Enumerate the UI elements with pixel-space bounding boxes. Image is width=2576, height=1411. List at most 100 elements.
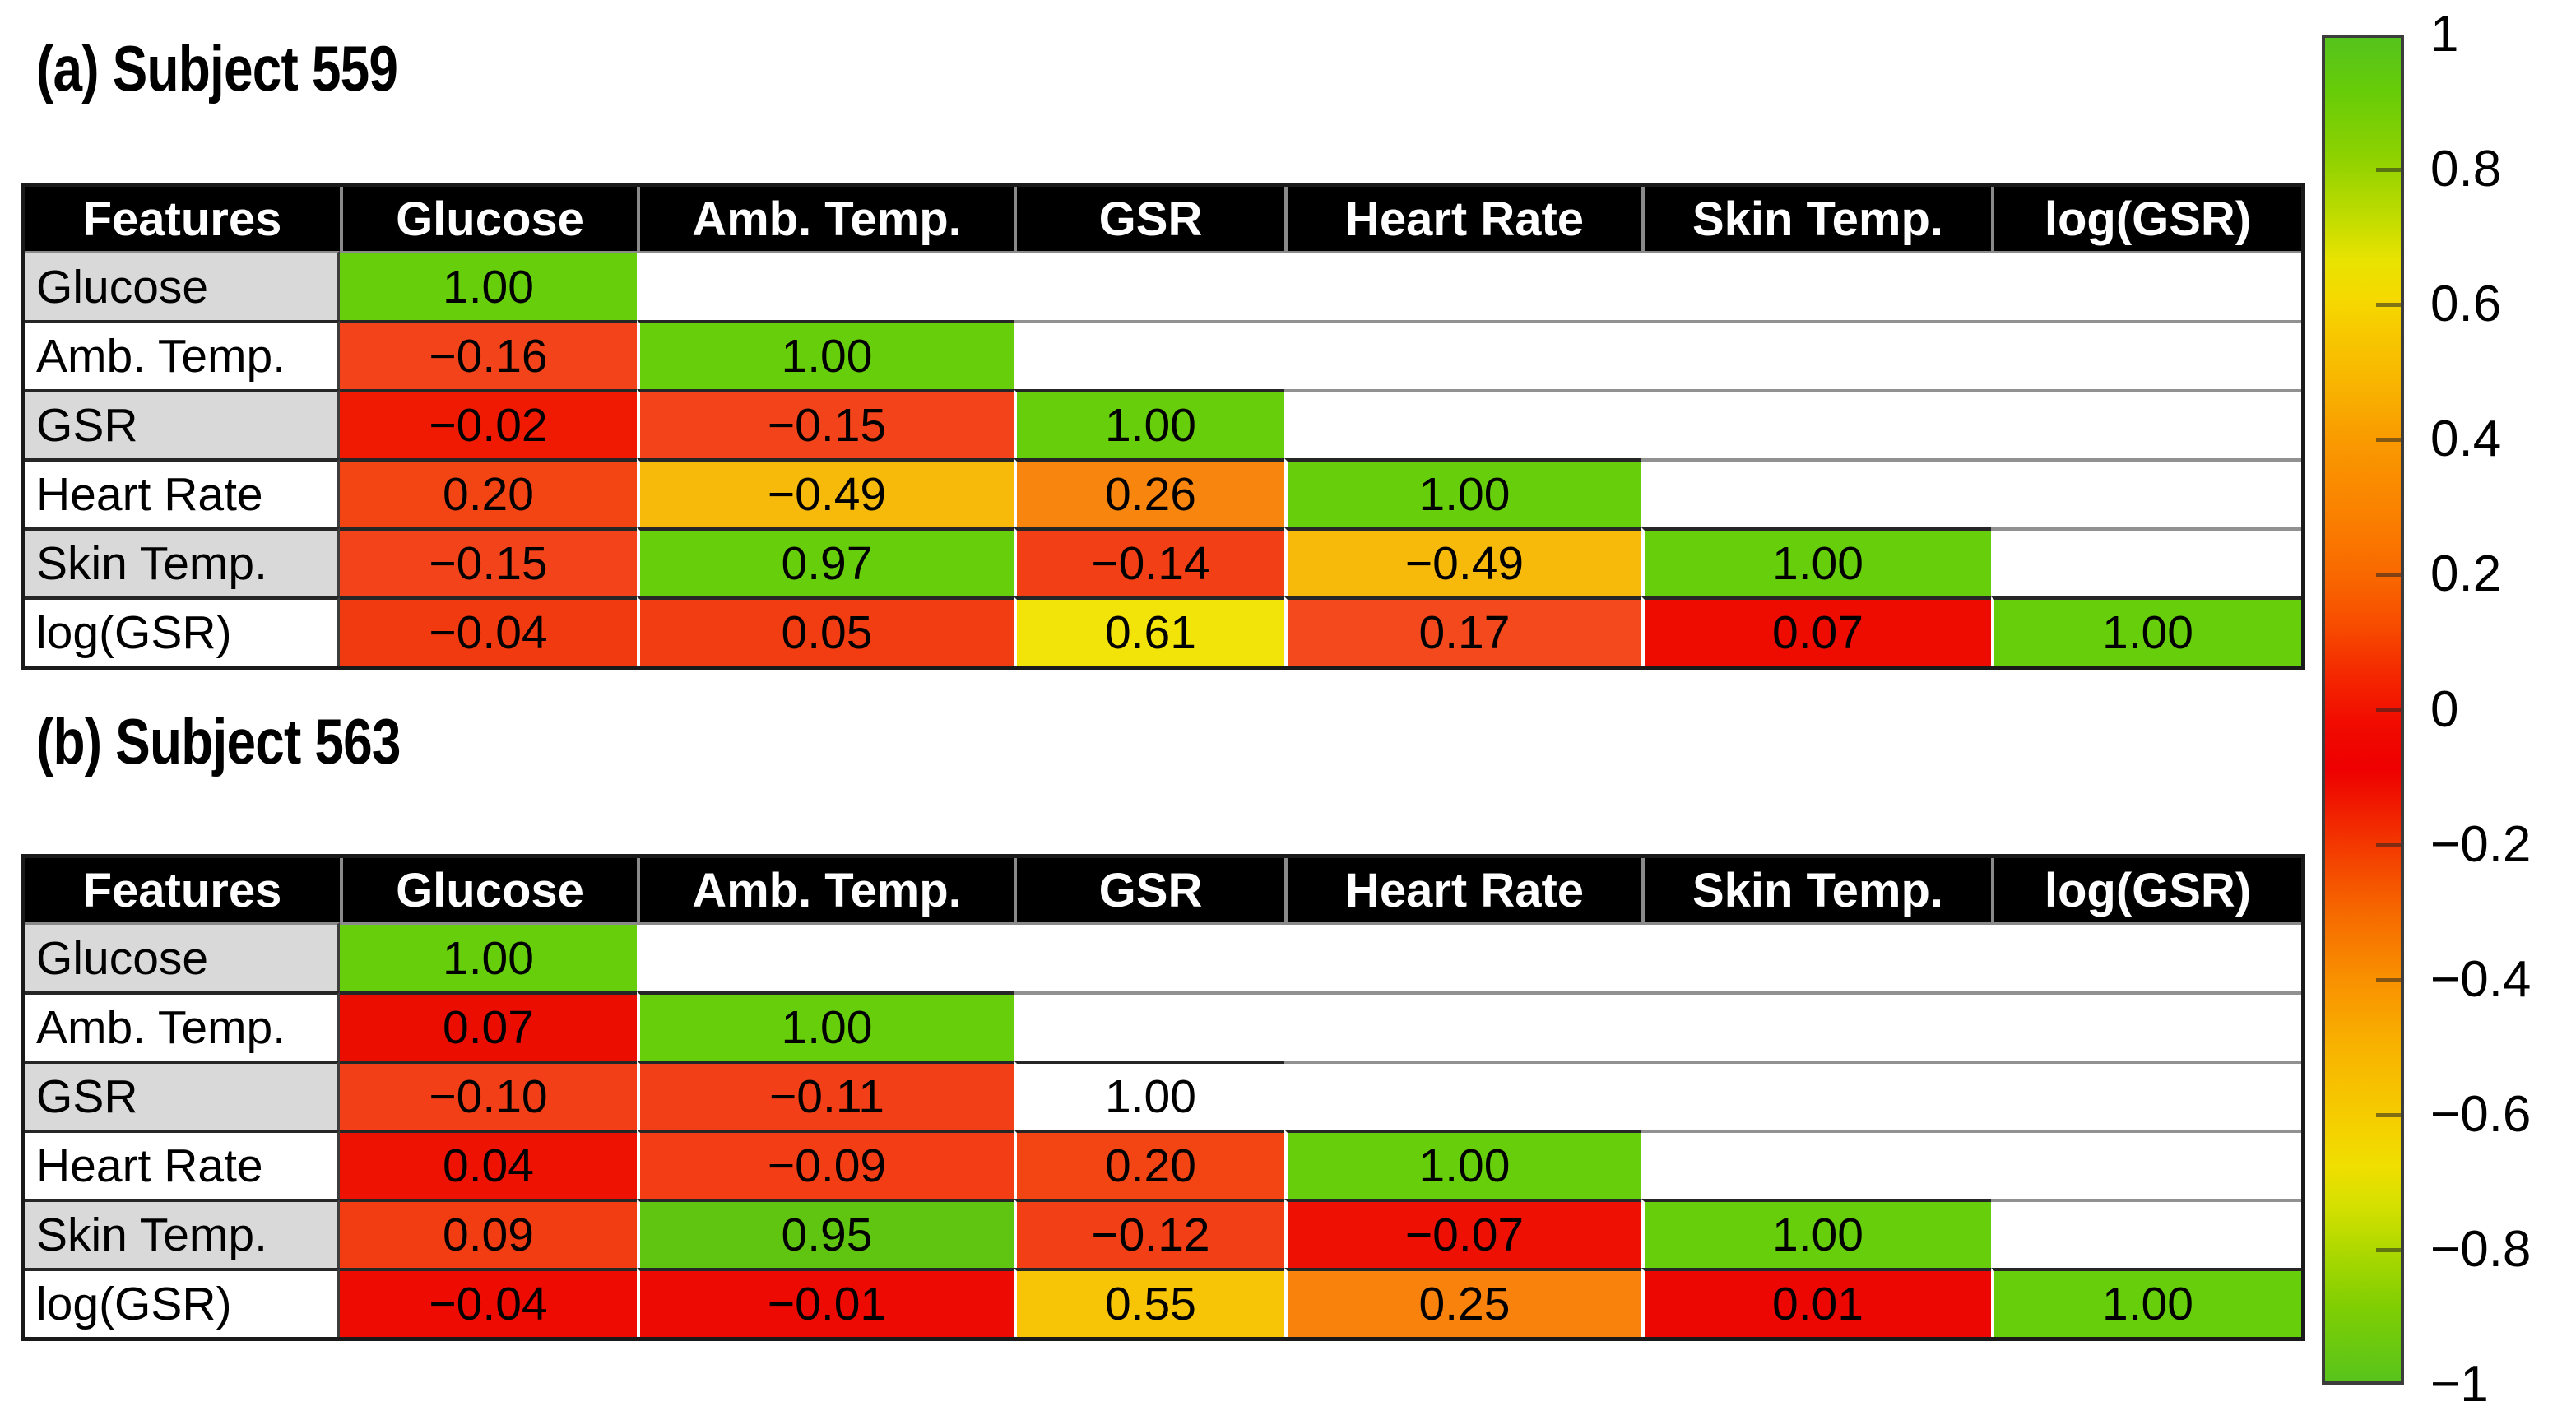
correlation-cell: −0.04 [340,596,637,666]
empty-cell [1991,320,2301,389]
correlation-cell: 1.00 [1641,1199,1991,1268]
panel-a-title: (a) Subject 559 [36,32,398,104]
table-row: GSR −0.02 −0.15 1.00 [25,389,2301,458]
row-label: Amb. Temp. [25,991,340,1061]
correlation-cell: 0.07 [340,991,637,1061]
row-label: Heart Rate [25,458,340,527]
colorbar [2322,35,2404,1385]
correlation-cell: −0.14 [1014,527,1284,596]
correlation-cell: −0.10 [340,1061,637,1130]
table-row: Skin Temp. −0.15 0.97 −0.14 −0.49 1.00 [25,527,2301,596]
row-label: Heart Rate [25,1130,340,1199]
empty-cell [1284,991,1641,1061]
table-row: Skin Temp. 0.09 0.95 −0.12 −0.07 1.00 [25,1199,2301,1268]
correlation-cell: 0.61 [1014,596,1284,666]
column-header-amb-temp-: Amb. Temp. [637,187,1014,251]
empty-cell [1284,251,1641,320]
table-row: Heart Rate 0.04 −0.09 0.20 1.00 [25,1130,2301,1199]
colorbar-tick-label: −1 [2430,1356,2489,1411]
colorbar-tick-label: −0.2 [2430,816,2532,873]
correlation-cell: −0.04 [340,1268,637,1337]
correlation-cell: −0.49 [1284,527,1641,596]
empty-cell [1991,1061,2301,1130]
empty-cell [1991,251,2301,320]
colorbar-tick [2376,1113,2401,1117]
correlation-cell: 1.00 [1991,1268,2301,1337]
correlation-cell: 1.00 [637,991,1014,1061]
colorbar-tick [2376,303,2401,307]
correlation-cell: −0.16 [340,320,637,389]
column-header-skin-temp-: Skin Temp. [1641,187,1991,251]
empty-cell [1991,389,2301,458]
row-label: Glucose [25,251,340,320]
row-label: Skin Temp. [25,527,340,596]
table-row: log(GSR) −0.04 0.05 0.61 0.17 0.07 1.00 [25,596,2301,666]
correlation-cell: 0.09 [340,1199,637,1268]
correlation-cell: 0.04 [340,1130,637,1199]
column-header-amb-temp-: Amb. Temp. [637,858,1014,922]
empty-cell [1991,527,2301,596]
correlation-cell: 1.00 [1284,458,1641,527]
correlation-cell: 0.26 [1014,458,1284,527]
correlation-cell: −0.49 [637,458,1014,527]
empty-cell [637,922,1014,991]
empty-cell [1991,1199,2301,1268]
empty-cell [1641,458,1991,527]
colorbar-tick-label: 0 [2430,681,2459,738]
table-row: log(GSR) −0.04 −0.01 0.55 0.25 0.01 1.00 [25,1268,2301,1337]
correlation-cell: 0.20 [1014,1130,1284,1199]
table-row: Glucose 1.00 [25,922,2301,991]
correlation-cell: −0.02 [340,389,637,458]
table-row: GSR −0.10 −0.11 1.00 [25,1061,2301,1130]
column-header-glucose: Glucose [340,187,637,251]
colorbar-tick-label: −0.6 [2430,1086,2532,1143]
correlation-cell: 1.00 [1284,1130,1641,1199]
colorbar-tick [2376,573,2401,577]
correlation-table-subject-559: Features Glucose Amb. Temp. GSR Heart Rate Sk… [21,183,2305,670]
correlation-cell: 1.00 [340,251,637,320]
correlation-cell: 0.25 [1284,1268,1641,1337]
table-b-header: Features Glucose Amb. Temp. GSR Heart Rate Sk… [25,858,2301,922]
table-b-body: Glucose 1.00 Amb. Temp. 0.07 1.00 GSR −0.10 −0.… [25,922,2301,1337]
correlation-cell: −0.11 [637,1061,1014,1130]
correlation-cell: −0.15 [637,389,1014,458]
features-header: Features [25,858,340,922]
correlation-cell: 0.01 [1641,1268,1991,1337]
row-label: log(GSR) [25,596,340,666]
empty-cell [1641,320,1991,389]
correlation-cell: 1.00 [637,320,1014,389]
correlation-cell: −0.15 [340,527,637,596]
correlation-cell: −0.07 [1284,1199,1641,1268]
empty-cell [1014,922,1284,991]
column-header-heart-rate: Heart Rate [1284,858,1641,922]
colorbar-tick-label: 0.8 [2430,141,2502,197]
empty-cell [1641,1061,1991,1130]
column-header-log-gsr-: log(GSR) [1991,187,2301,251]
correlation-cell: 0.17 [1284,596,1641,666]
empty-cell [637,251,1014,320]
correlation-cell: 0.55 [1014,1268,1284,1337]
colorbar-tick [2376,708,2401,712]
panel-b-title: (b) Subject 563 [36,705,401,777]
correlation-cell: −0.12 [1014,1199,1284,1268]
colorbar-tick-label: −0.4 [2430,951,2532,1008]
empty-cell [1014,320,1284,389]
empty-cell [1991,922,2301,991]
correlation-cell: 1.00 [340,922,637,991]
colorbar-tick [2376,1248,2401,1252]
table-a-header: Features Glucose Amb. Temp. GSR Heart Rate Sk… [25,187,2301,251]
colorbar-tick-label: 0.6 [2430,276,2502,332]
table-row: Glucose 1.00 [25,251,2301,320]
table-a-body: Glucose 1.00 Amb. Temp. −0.16 1.00 GSR −0.02 −0… [25,251,2301,666]
colorbar-tick [2376,978,2401,982]
correlation-cell: −0.09 [637,1130,1014,1199]
correlation-cell: 1.00 [1991,596,2301,666]
column-header-heart-rate: Heart Rate [1284,187,1641,251]
colorbar-tick [2376,438,2401,442]
row-label: Glucose [25,922,340,991]
correlation-cell: 0.20 [340,458,637,527]
table-row: Amb. Temp. 0.07 1.00 [25,991,2301,1061]
row-label: GSR [25,389,340,458]
column-header-skin-temp-: Skin Temp. [1641,858,1991,922]
